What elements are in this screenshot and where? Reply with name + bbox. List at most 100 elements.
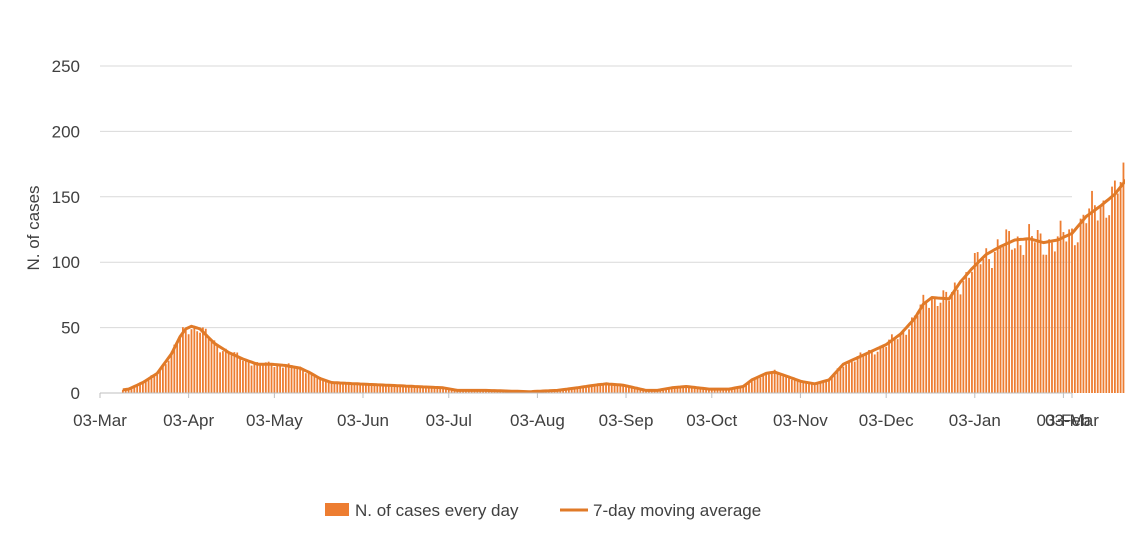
daily-bar [833, 373, 836, 393]
daily-bar [816, 382, 819, 393]
daily-bar [942, 290, 945, 393]
daily-bar [1042, 254, 1045, 393]
daily-bar [756, 378, 759, 393]
daily-bar [356, 384, 359, 393]
daily-bar [928, 307, 930, 393]
daily-bar [373, 383, 376, 393]
y-tick-label: 250 [52, 57, 80, 76]
daily-bar [665, 388, 667, 393]
daily-bar [407, 386, 410, 393]
daily-bar [253, 364, 256, 393]
daily-bar [1033, 242, 1036, 393]
daily-bar [1099, 207, 1102, 393]
x-tick-label: 03-Feb [1036, 411, 1090, 430]
daily-bar [567, 389, 570, 393]
x-tick-label: 03-Aug [510, 411, 565, 430]
daily-bar [1073, 245, 1076, 393]
daily-bar [262, 364, 264, 393]
daily-bar [971, 271, 973, 393]
daily-bar [868, 349, 870, 393]
daily-bar [1062, 232, 1065, 393]
daily-bar [959, 294, 962, 393]
daily-bar [905, 334, 908, 393]
daily-bar [339, 382, 342, 393]
daily-bar [745, 383, 747, 393]
daily-bar [167, 360, 170, 393]
daily-bar [139, 383, 141, 393]
daily-bar [662, 389, 665, 393]
daily-bar [1059, 220, 1062, 393]
daily-bar [350, 382, 353, 393]
daily-bar [430, 387, 433, 393]
daily-bar [1048, 239, 1051, 393]
x-tick-label: 03-Nov [773, 411, 828, 430]
daily-bar [948, 300, 950, 393]
daily-bar [1053, 251, 1056, 393]
daily-bar [236, 352, 239, 393]
daily-bar [196, 331, 199, 393]
daily-bar [908, 329, 910, 393]
daily-bar [370, 384, 373, 393]
daily-bar [765, 373, 768, 393]
daily-bar [244, 359, 247, 393]
daily-bar [1071, 228, 1073, 393]
daily-bar [133, 387, 136, 393]
daily-bar [682, 386, 685, 393]
daily-bar [433, 387, 436, 393]
daily-bar [1113, 180, 1116, 393]
daily-bar [342, 382, 344, 393]
daily-bar [147, 378, 150, 393]
daily-bar [413, 386, 416, 393]
daily-bar [636, 387, 639, 393]
daily-bar [845, 364, 848, 393]
daily-bar [882, 346, 885, 393]
daily-bar [622, 385, 625, 393]
daily-bar [447, 388, 450, 393]
daily-bar [1019, 245, 1022, 393]
daily-bar [1088, 208, 1091, 393]
daily-bar [853, 361, 856, 393]
daily-bar [179, 335, 181, 393]
daily-bar [1122, 162, 1125, 393]
daily-bar [427, 386, 430, 393]
daily-bar [870, 350, 873, 393]
daily-bar [750, 379, 753, 393]
daily-bar [956, 289, 959, 393]
daily-bar [985, 248, 988, 393]
daily-bar [170, 351, 173, 393]
x-tick-label: 03-Apr [163, 411, 214, 430]
daily-bar [968, 277, 970, 393]
daily-bar [936, 306, 939, 393]
daily-bar [239, 358, 241, 393]
daily-bar [893, 338, 896, 393]
daily-bar [582, 386, 585, 393]
x-tick-label: 03-Oct [686, 411, 737, 430]
daily-bar [596, 384, 599, 393]
daily-bar [1002, 246, 1005, 393]
daily-bar [207, 337, 210, 393]
daily-bar [836, 368, 839, 393]
daily-bar [785, 375, 788, 393]
daily-bar [367, 385, 370, 393]
daily-bar [124, 389, 127, 393]
daily-bar [856, 356, 859, 393]
daily-bar [327, 381, 330, 393]
daily-bar [973, 253, 976, 393]
daily-bar [590, 386, 593, 393]
daily-bar [453, 390, 456, 393]
daily-bar [276, 364, 279, 393]
legend-bar-swatch [325, 503, 349, 516]
daily-bar [1056, 236, 1059, 393]
daily-bar [642, 390, 645, 393]
daily-bar [885, 346, 888, 393]
daily-bar [993, 251, 996, 393]
daily-bar [187, 334, 190, 393]
daily-bar [127, 388, 130, 393]
daily-bar [364, 384, 367, 393]
daily-bar [896, 339, 899, 393]
daily-bar [310, 373, 313, 393]
daily-bar [402, 385, 404, 393]
daily-bar [688, 386, 690, 393]
daily-bar [422, 387, 424, 393]
daily-bar [436, 386, 439, 393]
